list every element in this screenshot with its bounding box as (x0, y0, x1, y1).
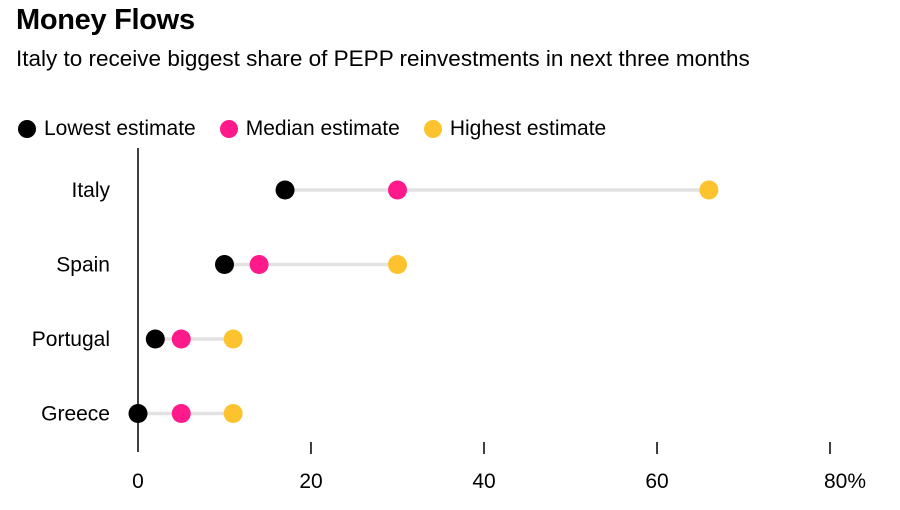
category-label-spain: Spain (56, 254, 110, 277)
dot-median-italy (388, 180, 407, 200)
category-label-greece: Greece (41, 403, 110, 426)
x-tick-label-80: 80% (824, 470, 866, 493)
dot-lowest-greece (128, 404, 148, 423)
legend-label-median: Median estimate (245, 117, 400, 140)
dot-highest-italy (699, 180, 719, 200)
x-tick-label-40: 40 (472, 470, 495, 493)
legend: Lowest estimate Median estimate Highest … (18, 115, 606, 143)
legend-item-median: Median estimate (219, 117, 400, 141)
category-label-portugal: Portugal (32, 328, 110, 351)
legend-dot-lowest (18, 120, 36, 138)
dot-median-greece (171, 404, 191, 423)
legend-item-lowest: Lowest estimate (18, 117, 196, 141)
legend-item-highest: Highest estimate (423, 117, 607, 141)
dot-highest-portugal (223, 329, 243, 349)
dot-lowest-spain (215, 255, 234, 274)
dot-highest-spain (388, 255, 407, 274)
dot-median-portugal (171, 329, 191, 349)
x-tick-label-0: 0 (132, 470, 144, 493)
chart-title: Money Flows (16, 4, 195, 36)
legend-label-lowest: Lowest estimate (44, 117, 196, 140)
dot-highest-greece (223, 404, 243, 423)
chart-subtitle: Italy to receive biggest share of PEPP r… (16, 46, 750, 71)
legend-dot-median (219, 120, 238, 138)
x-tick-label-60: 60 (645, 470, 668, 493)
legend-dot-highest (423, 120, 442, 138)
category-label-italy: Italy (71, 179, 110, 202)
x-tick-label-20: 20 (299, 470, 322, 493)
dot-lowest-italy (275, 180, 295, 200)
legend-label-highest: Highest estimate (449, 117, 607, 140)
dot-median-spain (249, 255, 269, 274)
dot-lowest-portugal (145, 329, 165, 349)
